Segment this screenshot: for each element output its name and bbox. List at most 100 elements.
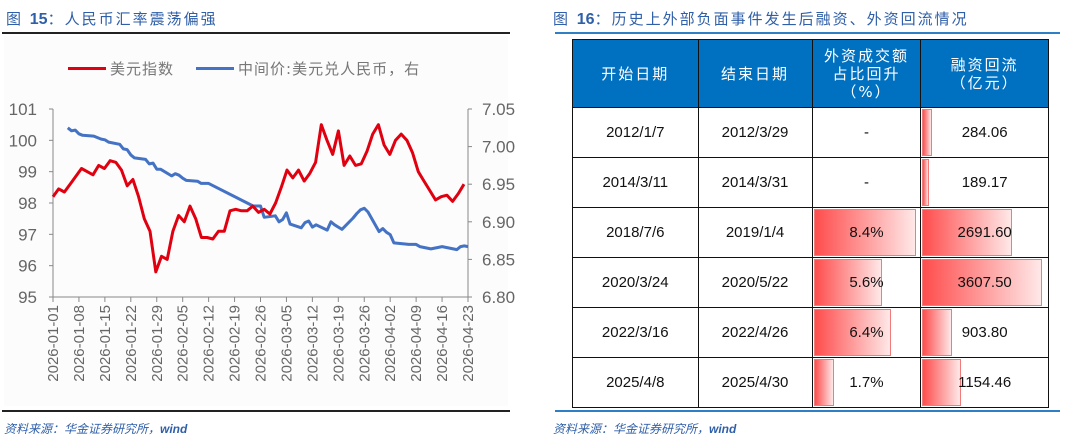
cell-end-date: 2014/3/31 [697,157,813,208]
left-y-tick-label: 97 [18,225,37,244]
x-tick-label: 2026-01-29 [149,305,166,382]
col-foreign-share: 外资成交额 占比回升 （%） [811,39,922,108]
cell-value: 2020/5/22 [721,274,789,291]
source-text: 资料来源：华金证券研究所， [4,422,161,436]
x-tick-label: 2026-01-08 [71,305,88,382]
cell-start-date: 2022/3/16 [572,307,699,358]
title-divider [2,32,510,34]
left-y-tick-label: 99 [18,163,37,182]
chart-legend: 美元指数 中间价:美元兑人民币，右 [68,58,442,79]
cell-start-date: 2018/7/6 [572,207,699,258]
cell-margin-flow: 903.80 [920,307,1049,358]
left-y-tick-label: 101 [9,100,37,119]
figure-16-title: 图 16：历史上外部负面事件发生后融资、外资回流情况 [553,8,969,29]
data-bar [922,309,953,356]
source-divider [2,410,510,412]
col-end-date: 结束日期 [697,39,813,108]
right-y-tick-label: 7.05 [482,100,515,119]
cell-value: 2025/4/30 [721,374,789,391]
cell-end-date: 2022/4/26 [697,307,813,358]
cell-start-date: 2014/3/11 [572,157,699,208]
cell-value: 903.80 [961,324,1008,341]
x-tick-label: 2026-02-05 [175,305,192,382]
data-bar [922,159,929,206]
figure-title-text: ：历史上外部负面事件发生后融资、外资回流情况 [594,10,969,28]
figure-number: 16 [576,11,595,28]
x-tick-label: 2026-04-23 [460,305,477,382]
header-line: 外资成交额 [823,46,909,65]
cell-start-date: 2020/3/24 [572,257,699,308]
source-wind: wind [160,422,188,436]
cell-end-date: 2020/5/22 [697,257,813,308]
cell-value: 284.06 [961,124,1008,141]
cell-foreign-share: 1.7% [811,357,922,408]
cell-end-date: 2012/3/29 [697,107,813,158]
cell-value: 2019/1/4 [725,224,785,241]
table-header-row: 开始日期 结束日期 外资成交额 占比回升 （%） 融资回流 （亿元） [572,39,1049,108]
table-row: 2025/4/8 2025/4/30 1.7% 1154.46 [572,357,1049,408]
figure-15-panel: 图 15：人民币汇率震荡偏强 美元指数 中间价:美元兑人民币，右 95 96 97 9… [2,10,515,436]
cell-value: 2012/3/29 [721,124,789,141]
x-tick-label: 2026-03-26 [356,305,373,382]
x-tick-label: 2026-02-12 [201,305,218,382]
legend-item-usdcny: 中间价:美元兑人民币，右 [196,58,420,79]
data-bar [922,209,1012,256]
right-y-tick-label: 6.85 [482,250,515,269]
usd-index-line [51,123,466,274]
cell-margin-flow: 284.06 [920,107,1049,158]
right-y-tick-label: 6.80 [482,288,515,307]
x-tick-label: 2026-03-12 [304,305,321,382]
cell-margin-flow: 2691.60 [920,207,1049,258]
legend-swatch-red [68,67,106,70]
x-tick-label: 2026-02-26 [253,305,270,382]
cell-foreign-share: 6.4% [811,307,922,358]
cell-value: 2691.60 [957,224,1012,241]
data-bar [922,109,932,156]
cell-value: 1.7% [849,374,884,391]
line-chart: 95 96 97 98 99 100 101 6.80 6.85 6.90 6.95 7.00 7.05… [9,100,515,382]
cell-margin-flow: 1154.46 [920,357,1049,408]
col-start-date: 开始日期 [572,39,699,108]
header-line: （亿元） [950,73,1019,92]
x-tick-label: 2026-04-09 [408,305,425,382]
figure-label: 图 [6,10,30,28]
cell-foreign-share: 5.6% [811,257,922,308]
table-row: 2020/3/24 2020/5/22 5.6% 3607.50 [572,257,1049,308]
cell-value: 2014/3/11 [602,174,669,191]
usdcny-line [66,126,469,252]
table-row: 2022/3/16 2022/4/26 6.4% 903.80 [572,307,1049,358]
x-tick-label: 2026-01-22 [123,305,140,382]
table-row: 2018/7/6 2019/1/4 8.4% 2691.60 [572,207,1049,258]
cell-margin-flow: 189.17 [920,157,1049,208]
cell-value: 2022/4/26 [721,324,789,341]
right-y-tick-label: 6.95 [482,175,515,194]
source-wind: wind [709,422,737,436]
data-bar [922,259,1043,306]
data-bar [813,259,882,306]
x-tick-label: 2026-01-01 [45,305,62,382]
cell-end-date: 2019/1/4 [697,207,813,258]
cell-value: - [863,174,869,191]
source-text: 资料来源：华金证券研究所， [553,422,710,436]
cell-value: 2022/3/16 [601,324,669,341]
data-bar [813,359,835,406]
cell-value: 2025/4/8 [606,374,665,391]
legend-label: 中间价:美元兑人民币，右 [238,60,421,78]
table-body: 2012/1/7 2012/3/29-284.06 2014/3/11 2014/3/… [572,107,1049,408]
cell-value: 5.6% [849,274,884,291]
chart-area-background [4,36,508,406]
legend-item-usd-index: 美元指数 [68,58,174,79]
cell-start-date: 2025/4/8 [572,357,699,408]
right-y-tick-label: 6.90 [482,213,515,232]
left-y-tick-label: 95 [18,288,37,307]
header-line: 占比回升 [832,64,901,83]
cell-margin-flow: 3607.50 [920,257,1049,308]
table-row: 2012/1/7 2012/3/29 - 284.06 [572,107,1049,158]
header-line: （%） [841,82,892,101]
cell-value: 1154.46 [958,374,1012,391]
data-bar [813,209,916,256]
x-tick-label: 2026-03-05 [278,305,295,382]
cell-foreign-share: - [811,107,922,158]
cell-value: 2020/3/24 [601,274,669,291]
figure-number: 15 [29,11,48,28]
